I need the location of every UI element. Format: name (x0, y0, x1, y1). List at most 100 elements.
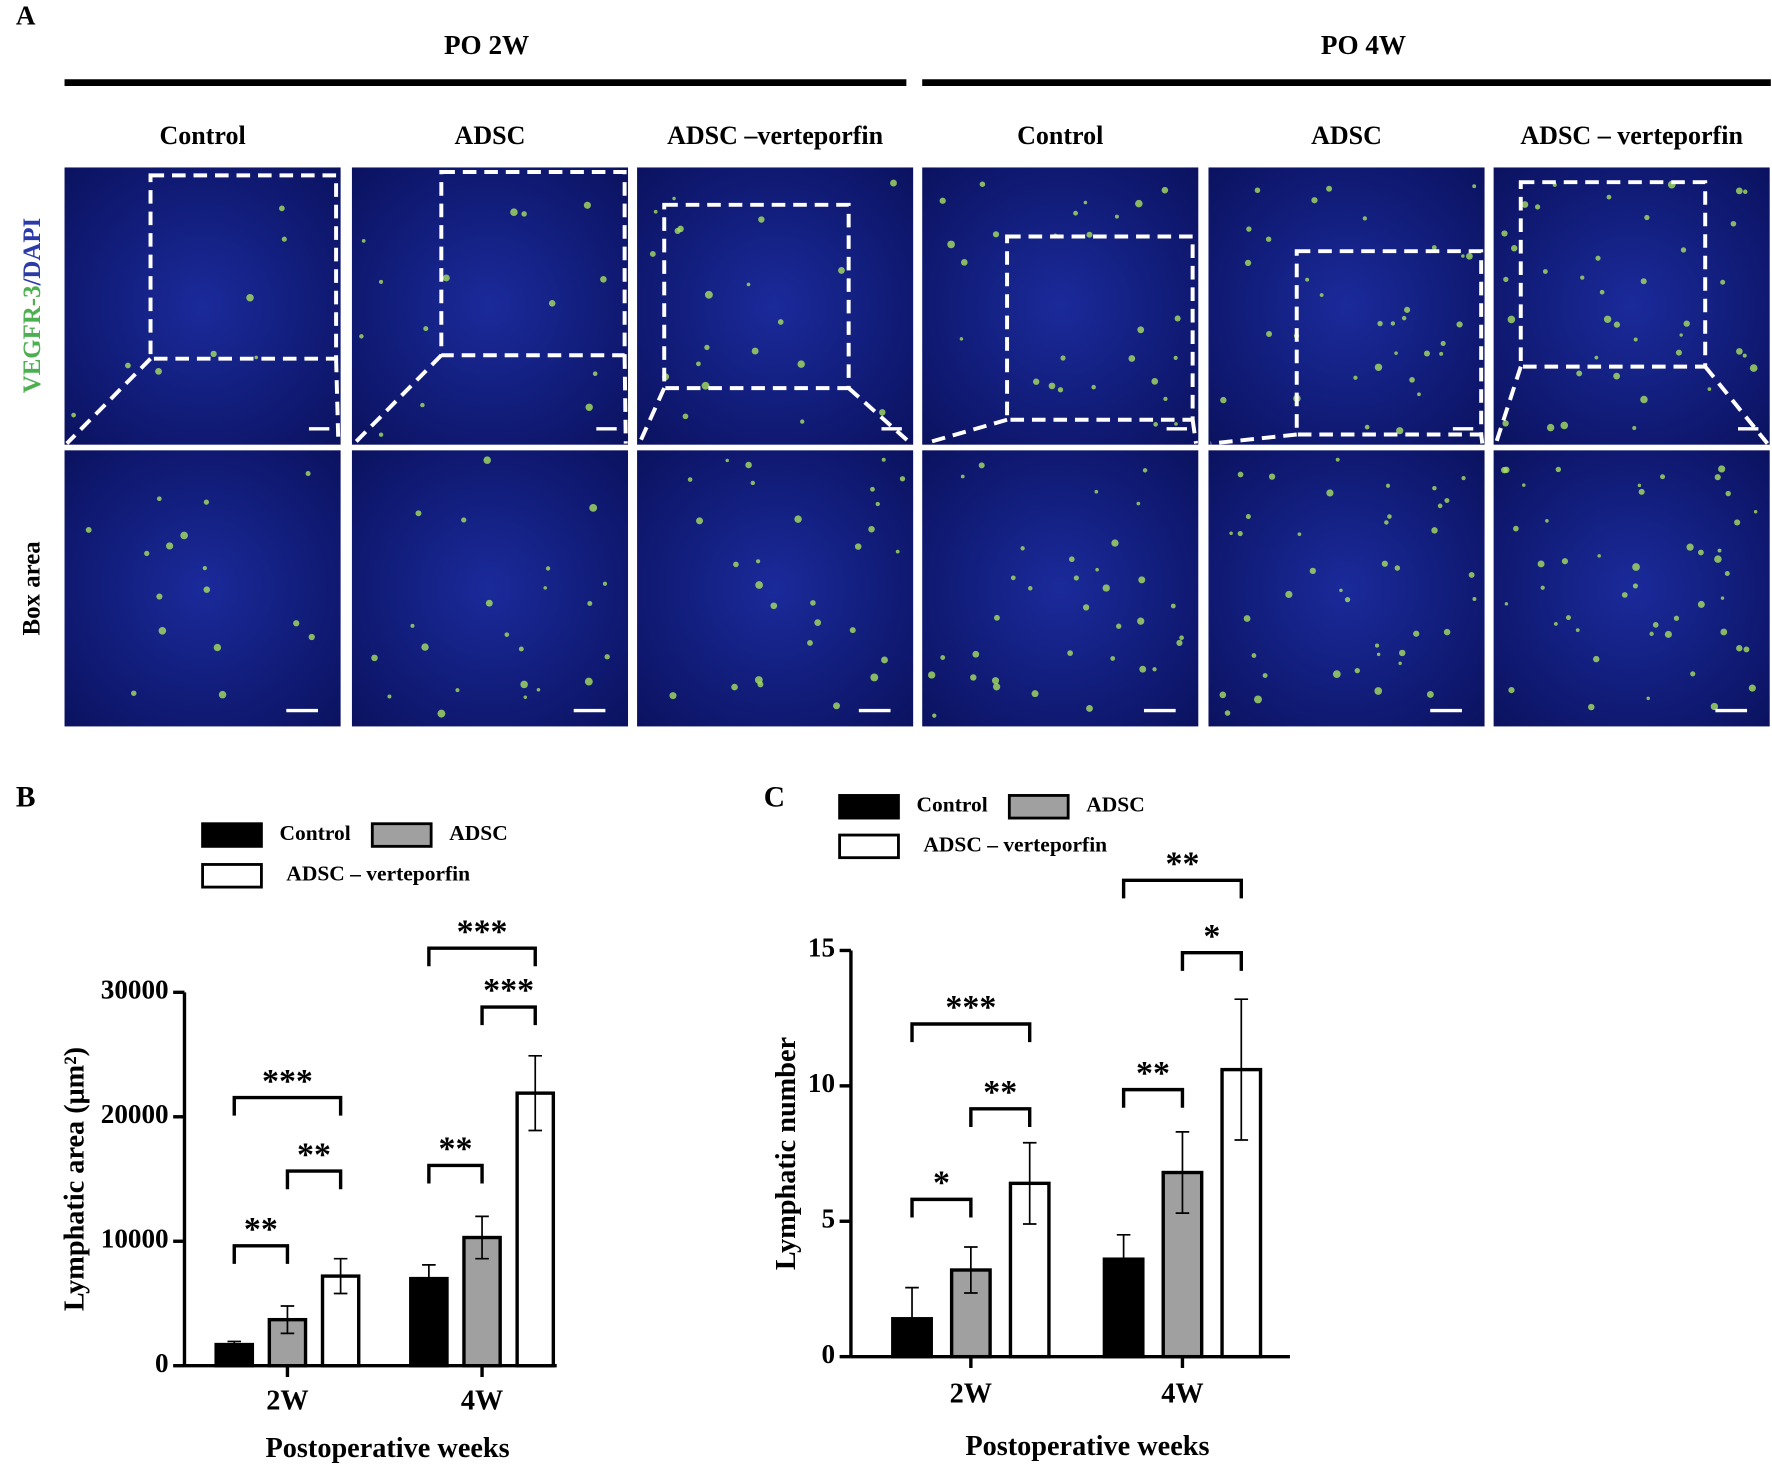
signal (1384, 520, 1389, 525)
box-connector (1190, 419, 1198, 444)
signal (202, 565, 207, 571)
row-label: Box area (19, 541, 46, 636)
signal (1637, 483, 1642, 488)
signal (810, 600, 816, 606)
signal (1326, 185, 1333, 192)
signal (1444, 498, 1450, 504)
signal (1224, 710, 1231, 716)
signal (1161, 186, 1169, 194)
signal (1426, 691, 1434, 698)
signal (1362, 216, 1368, 221)
signal (833, 702, 841, 710)
signal (1128, 355, 1136, 362)
signal (1660, 474, 1666, 480)
panel-a: A PO 2W PO 4W VEGFR-3/DAPI Box area Cont… (16, 0, 1771, 727)
signal (144, 550, 150, 557)
signal (838, 267, 845, 274)
signal (545, 566, 551, 571)
signal (548, 300, 556, 307)
signal (1095, 567, 1099, 572)
legend-label: Control (917, 793, 988, 817)
signal (1736, 348, 1743, 355)
signal (461, 517, 467, 523)
signal (1297, 532, 1302, 537)
signal (1468, 571, 1475, 578)
signal (1613, 372, 1621, 380)
signal (960, 259, 968, 266)
signal (1511, 245, 1518, 252)
signal (1503, 276, 1509, 283)
signal (800, 419, 805, 424)
signal (1735, 187, 1743, 195)
signal (1603, 315, 1612, 323)
signal (868, 525, 875, 533)
signal (1555, 466, 1562, 473)
signal (1219, 691, 1227, 699)
signal (210, 350, 217, 358)
signal (604, 654, 610, 660)
signal (696, 517, 704, 525)
signal (518, 646, 524, 652)
signal (1285, 590, 1293, 599)
significance-bracket (910, 1197, 973, 1218)
signal (1139, 665, 1147, 673)
signal (1151, 378, 1159, 385)
significance-label: * (933, 1165, 950, 1202)
y-tick-label: 15 (808, 933, 835, 963)
micrograph (637, 167, 914, 445)
error-bar (422, 1264, 436, 1294)
signal (1086, 704, 1093, 712)
signal (1644, 214, 1650, 221)
signal (1734, 519, 1741, 526)
signal (1521, 201, 1529, 208)
signal (1606, 194, 1612, 200)
signal (521, 211, 527, 217)
signal (1374, 643, 1380, 648)
signal (1730, 220, 1737, 227)
signal (1170, 603, 1176, 609)
signal (589, 504, 598, 512)
column-label: Control (159, 121, 245, 150)
signal (305, 471, 311, 477)
signal (895, 549, 900, 554)
signal (1501, 230, 1508, 237)
y-tick-label: 0 (822, 1339, 836, 1369)
signal (1374, 687, 1383, 695)
signal (361, 238, 366, 243)
signal (1094, 489, 1099, 494)
marker-label: VEGFR-3 (19, 285, 46, 393)
significance-bracket (1121, 1087, 1185, 1108)
signal (725, 458, 729, 463)
box-connector (1703, 365, 1769, 445)
signal (1714, 555, 1722, 563)
signal (1680, 247, 1687, 253)
signal (672, 196, 676, 201)
signal (1068, 556, 1075, 563)
significance-label: ** (983, 1074, 1017, 1111)
signal (437, 709, 446, 718)
signal (1394, 351, 1398, 355)
signal (1387, 514, 1392, 519)
signal (1748, 684, 1756, 692)
signal (1319, 293, 1324, 297)
signal (1136, 501, 1141, 506)
signal (254, 355, 259, 360)
significance-bracket (910, 1022, 1032, 1043)
box-outline (662, 202, 851, 391)
signal (213, 643, 222, 652)
signal (674, 227, 681, 235)
signal (1697, 600, 1705, 608)
signal (939, 197, 946, 204)
signal (687, 477, 693, 482)
signal (510, 208, 518, 217)
signal (585, 403, 593, 411)
signal (1697, 549, 1704, 556)
signal (1576, 370, 1583, 377)
signal (991, 677, 1000, 685)
micrograph (351, 450, 629, 727)
signal (1437, 503, 1443, 509)
signal (1086, 231, 1093, 238)
signal (1057, 387, 1064, 393)
signal (1339, 588, 1343, 593)
signal (218, 690, 227, 699)
